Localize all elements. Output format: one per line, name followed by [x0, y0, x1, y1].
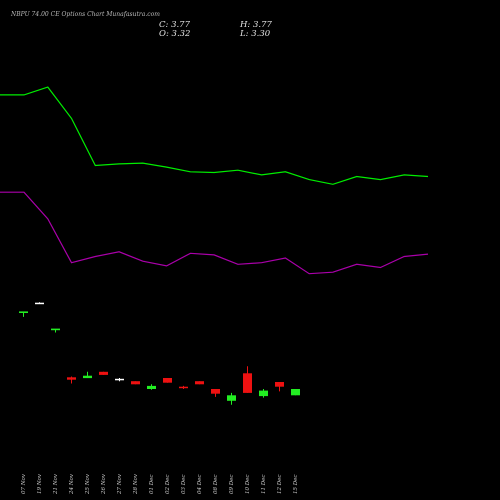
candle-body [227, 395, 236, 401]
x-tick-label: 24 Nov [69, 473, 75, 495]
lower-band-line [0, 191, 429, 275]
x-tick-label: 21 Nov [53, 473, 59, 495]
candle [99, 371, 108, 375]
candle-body [83, 375, 92, 379]
candle-body [179, 386, 188, 389]
candle [51, 328, 60, 333]
high-value: H: 3.77 [240, 20, 272, 30]
candle [211, 389, 220, 397]
indicator-bands [0, 86, 429, 275]
x-tick-label: 27 Nov [117, 473, 123, 495]
candle [227, 392, 236, 405]
candle [179, 385, 188, 389]
x-axis-labels: 07 Nov 19 Nov 21 Nov 24 Nov 25 Nov 26 Nov 27 N… [21, 473, 299, 495]
x-tick-label: 10 Dec [245, 475, 251, 495]
candle-body [275, 382, 284, 387]
x-tick-label: 04 Dec [197, 475, 203, 495]
candle-body [67, 377, 76, 380]
candle-body [211, 389, 220, 394]
open-value: O: 3.32 [159, 29, 191, 39]
candle-body [19, 311, 28, 313]
candle [19, 311, 28, 317]
candle-body [259, 390, 268, 397]
candle-body [147, 385, 156, 389]
upper-band-line [0, 86, 429, 185]
candle [147, 384, 156, 390]
x-tick-label: 26 Nov [101, 473, 107, 495]
x-tick-label: 07 Nov [21, 473, 27, 494]
x-tick-label: 01 Dec [149, 475, 155, 495]
candle-body [195, 381, 204, 385]
candle [35, 302, 44, 305]
low-value: L: 3.30 [240, 29, 271, 39]
candle [195, 381, 204, 385]
x-tick-label: 02 Dec [165, 475, 171, 495]
candle-body [291, 389, 300, 396]
x-tick-label: 19 Nov [37, 473, 43, 494]
x-tick-label: 28 Nov [133, 473, 139, 495]
candle-body [51, 328, 60, 331]
candle-body [131, 381, 140, 385]
candle [275, 382, 284, 392]
x-tick-label: 11 Dec [261, 475, 267, 495]
x-tick-label: 25 Nov [85, 473, 91, 495]
close-value: C: 3.77 [159, 20, 190, 30]
x-tick-label: 12 Dec [277, 475, 283, 495]
x-tick-label: 03 Dec [181, 475, 187, 495]
candle [259, 389, 268, 398]
candles [19, 302, 300, 405]
candle-body [243, 373, 252, 393]
x-tick-label: 09 Dec [229, 475, 235, 495]
candle-body [115, 378, 124, 381]
x-tick-label: 15 Dec [293, 475, 299, 495]
candle [163, 378, 172, 383]
candle [115, 378, 124, 382]
candle [243, 366, 252, 393]
candle [291, 389, 300, 396]
x-tick-label: 08 Dec [213, 475, 219, 495]
candle-body [99, 371, 108, 375]
candle [83, 371, 92, 379]
candle [67, 376, 76, 384]
candle-body [163, 378, 172, 383]
candle [131, 381, 140, 385]
candle-body [35, 302, 44, 305]
chart-title: NBPU 74.00 CE Options Chart Munafasutra.… [11, 11, 160, 18]
